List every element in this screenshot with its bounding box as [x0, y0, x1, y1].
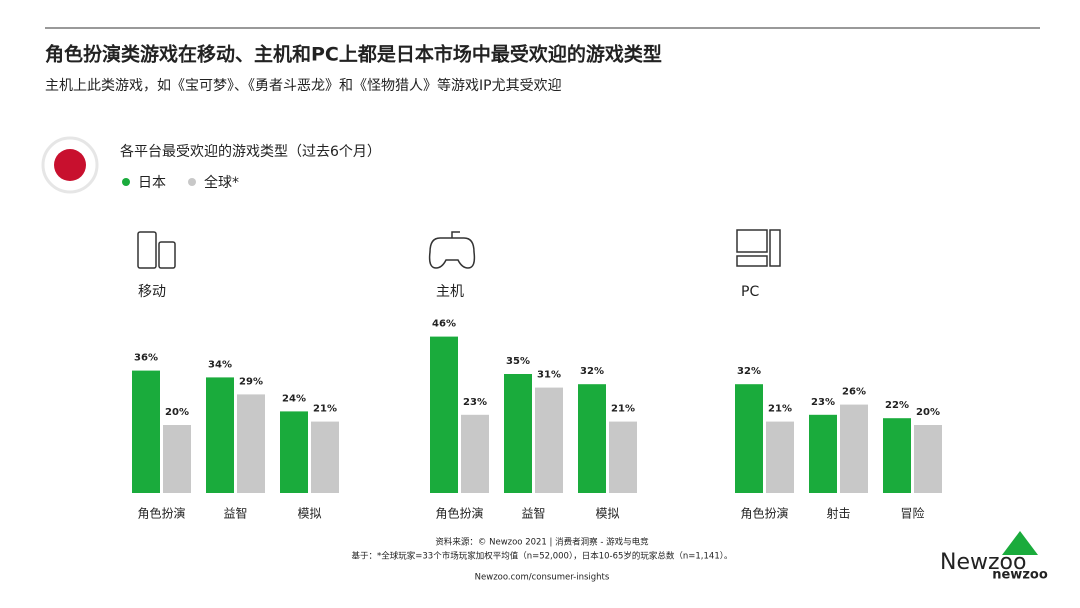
bar — [430, 336, 458, 493]
value-label: 46% — [432, 319, 456, 330]
pc-icon — [736, 229, 768, 253]
footer-source: 资料来源：© Newzoo 2021 | 消费者洞察 - 游戏与电竞 — [435, 537, 649, 548]
x-tick-label: 角色扮演 — [740, 506, 788, 521]
subtitle: 主机上此类游戏，如《宝可梦》、《勇者斗恶龙》和《怪物猎人》等游戏IP尤其受欢迎 — [45, 77, 562, 94]
value-label: 21% — [313, 404, 337, 415]
bar — [311, 421, 339, 493]
bar — [609, 421, 637, 493]
value-label: 23% — [463, 397, 487, 408]
x-tick-label: 角色扮演 — [137, 506, 185, 521]
value-label: 21% — [611, 404, 635, 415]
x-tick-label: 益智 — [223, 506, 247, 521]
gamepad-icon — [451, 231, 460, 238]
pc-icon — [769, 229, 781, 267]
x-tick-label: 角色扮演 — [435, 506, 483, 521]
section-title: 各平台最受欢迎的游戏类型（过去6个月） — [120, 144, 381, 160]
bar — [461, 414, 489, 493]
value-label: 31% — [537, 370, 561, 381]
value-label: 21% — [768, 404, 792, 415]
panel-title: 主机 — [436, 284, 464, 300]
bar — [504, 374, 532, 493]
title: 角色扮演类游戏在移动、主机和PC上都是日本市场中最受欢迎的游戏类型 — [45, 43, 662, 66]
value-label: 26% — [842, 387, 866, 398]
x-tick-label: 冒险 — [900, 506, 924, 521]
gamepad-icon — [428, 237, 476, 269]
legend-swatch — [188, 178, 196, 186]
panel-title: PC — [741, 284, 759, 300]
flag-japan — [54, 149, 86, 181]
value-label: 32% — [580, 366, 604, 377]
bar — [914, 425, 942, 493]
phone-icon — [137, 231, 157, 269]
logo: newzoo — [992, 568, 1048, 583]
value-label: 32% — [737, 366, 761, 377]
bar — [883, 418, 911, 493]
bar — [840, 404, 868, 493]
value-label: 20% — [916, 407, 940, 418]
pc-icon — [736, 255, 768, 267]
footer-link: Newzoo.com/consumer-insights — [475, 573, 610, 583]
bar — [163, 425, 191, 493]
x-tick-label: 模拟 — [297, 507, 321, 521]
value-label: 24% — [282, 393, 306, 404]
bar — [280, 411, 308, 493]
value-label: 35% — [506, 356, 530, 367]
bar — [766, 421, 794, 493]
bar — [735, 384, 763, 493]
panel-title: 移动 — [138, 284, 166, 300]
footer-note: 基于：*全球玩家=33个市场玩家加权平均值（n=52,000），日本10-65岁… — [352, 551, 733, 562]
legend-label: 日本 — [138, 175, 166, 191]
value-label: 36% — [134, 353, 158, 364]
phone-icon — [158, 241, 176, 269]
bar — [578, 384, 606, 493]
legend-swatch — [122, 178, 130, 186]
value-label: 29% — [239, 376, 263, 387]
bar — [132, 370, 160, 493]
legend-label: 全球* — [204, 174, 239, 191]
bar — [535, 387, 563, 493]
value-label: 22% — [885, 400, 909, 411]
x-tick-label: 益智 — [521, 506, 545, 521]
value-label: 23% — [811, 397, 835, 408]
icons — [137, 229, 781, 269]
x-tick-label: 射击 — [826, 506, 850, 521]
bar — [206, 377, 234, 493]
bar — [237, 394, 265, 493]
logo-mark — [1002, 531, 1038, 555]
bar — [809, 414, 837, 493]
value-label: 34% — [208, 359, 232, 370]
value-label: 20% — [165, 407, 189, 418]
x-tick-label: 模拟 — [595, 507, 619, 521]
